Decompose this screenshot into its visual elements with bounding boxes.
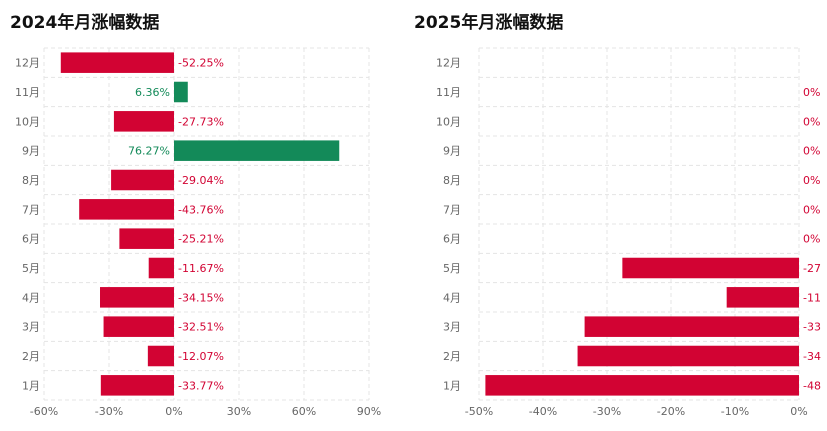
chart-2024-bar bbox=[79, 199, 174, 220]
chart-2025-category-label: 10月 bbox=[436, 115, 461, 128]
chart-2024-xtick-label: -30% bbox=[95, 405, 123, 418]
chart-2024-category-label: 9月 bbox=[22, 145, 40, 158]
chart-2024-data-label: -43.76% bbox=[178, 203, 224, 216]
chart-2024-xtick-label: 90% bbox=[357, 405, 381, 418]
chart-2025-category-label: 8月 bbox=[443, 174, 461, 187]
chart-2024-data-label: -34.15% bbox=[178, 291, 224, 304]
chart-2025-data-label: -11 bbox=[803, 291, 821, 304]
chart-2024-bar bbox=[60, 52, 174, 73]
chart-2025-category-label: 9月 bbox=[443, 145, 461, 158]
chart-2024-bar bbox=[147, 345, 174, 367]
chart-2025-data-label: 0% bbox=[803, 86, 820, 99]
chart-2024-category-label: 2月 bbox=[22, 350, 40, 363]
chart-2025-xtick-label: 0% bbox=[790, 405, 807, 418]
chart-2025-category-label: 3月 bbox=[443, 321, 461, 334]
chart-2024-bar bbox=[119, 228, 174, 249]
chart-2024-svg: -60% -30% 0% 30% 60% 90% 1月 2月 3月 4月 5月 6月 7月 8月 9月 10月… bbox=[15, 47, 381, 418]
chart-2025-data-label: -27 bbox=[803, 262, 821, 275]
chart-2024-title: 2024年月涨幅数据 bbox=[10, 13, 160, 33]
chart-2025-panel: 2025年月涨幅数据 -50% -40% -30% -20% -10% 0% 1月 2月 3月 4… bbox=[400, 0, 827, 431]
chart-2025-svg: -50% -40% -30% -20% -10% 0% 1月 2月 3月 4月 5月 6月 7月 8月 9月… bbox=[436, 47, 821, 418]
chart-2025-data-label: -48 bbox=[803, 379, 821, 392]
chart-2024-xtick-label: -60% bbox=[30, 405, 58, 418]
chart-2025-xtick-label: -40% bbox=[529, 405, 557, 418]
chart-2024-category-label: 1月 bbox=[22, 379, 40, 392]
chart-2025-bar bbox=[726, 287, 799, 308]
chart-2025-category-label: 5月 bbox=[443, 262, 461, 275]
chart-2024-bar bbox=[174, 140, 340, 161]
chart-2025-category-label: 12月 bbox=[436, 57, 461, 70]
chart-2024-bar bbox=[100, 375, 174, 396]
chart-2025-bar bbox=[584, 316, 799, 337]
chart-2025-category-label: 2月 bbox=[443, 350, 461, 363]
chart-2024-xtick-label: 0% bbox=[165, 405, 182, 418]
chart-2024-data-label: -12.07% bbox=[178, 350, 224, 363]
chart-2025-data-label: 0% bbox=[803, 145, 820, 158]
chart-2024-data-label: 6.36% bbox=[135, 86, 170, 99]
chart-2025-category-label: 7月 bbox=[443, 203, 461, 216]
chart-2024-data-label: -33.77% bbox=[178, 379, 224, 392]
chart-2024-bar bbox=[103, 316, 174, 337]
chart-2025-category-label: 4月 bbox=[443, 291, 461, 304]
chart-2025-title: 2025年月涨幅数据 bbox=[414, 13, 564, 33]
chart-2024-category-label: 5月 bbox=[22, 262, 40, 275]
chart-2024-category-label: 10月 bbox=[15, 115, 40, 128]
chart-2025-bar bbox=[577, 345, 799, 367]
chart-2025-data-label: -33 bbox=[803, 321, 821, 334]
chart-2025-xtick-label: -20% bbox=[657, 405, 685, 418]
chart-2025-data-label: -34 bbox=[803, 350, 821, 363]
chart-2024-data-label: -25.21% bbox=[178, 233, 224, 246]
chart-2025-category-label: 1月 bbox=[443, 379, 461, 392]
chart-2024-bar bbox=[111, 169, 174, 191]
chart-2024-bar bbox=[174, 81, 188, 103]
chart-2025-xtick-label: -10% bbox=[721, 405, 749, 418]
chart-2025-xtick-label: -30% bbox=[593, 405, 621, 418]
chart-2025-category-label: 6月 bbox=[443, 233, 461, 246]
chart-2025-data-label: 0% bbox=[803, 203, 820, 216]
chart-2024-category-label: 8月 bbox=[22, 174, 40, 187]
chart-2024-category-label: 11月 bbox=[15, 86, 40, 99]
chart-2024-data-label: -29.04% bbox=[178, 174, 224, 187]
chart-2024-data-label: -52.25% bbox=[178, 57, 224, 70]
chart-2025-data-label: 0% bbox=[803, 115, 820, 128]
chart-2024-data-label: 76.27% bbox=[128, 145, 170, 158]
chart-2024-category-label: 4月 bbox=[22, 291, 40, 304]
chart-2024-bar bbox=[100, 287, 174, 308]
chart-2025-xtick-label: -50% bbox=[465, 405, 493, 418]
chart-2024-panel: 2024年月涨幅数据 -60% -30% 0% 30% 60% 90% 1月 2月 3月 4月 5月… bbox=[0, 0, 400, 431]
chart-2024-data-label: -32.51% bbox=[178, 321, 224, 334]
chart-2024-category-label: 3月 bbox=[22, 321, 40, 334]
chart-2024-data-label: -27.73% bbox=[178, 115, 224, 128]
chart-2024-bar bbox=[148, 257, 174, 279]
chart-2025-data-label: 0% bbox=[803, 233, 820, 246]
chart-2025-bar bbox=[622, 257, 799, 279]
chart-2025-category-label: 11月 bbox=[436, 86, 461, 99]
chart-2024-category-label: 6月 bbox=[22, 233, 40, 246]
chart-2024-xtick-label: 30% bbox=[227, 405, 251, 418]
chart-2025-data-label: 0% bbox=[803, 174, 820, 187]
chart-2024-category-label: 7月 bbox=[22, 203, 40, 216]
chart-2024-xtick-label: 60% bbox=[292, 405, 316, 418]
chart-2025-bar bbox=[485, 375, 799, 396]
chart-2024-data-label: -11.67% bbox=[178, 262, 224, 275]
chart-2024-category-label: 12月 bbox=[15, 57, 40, 70]
chart-2024-bar bbox=[113, 111, 174, 132]
